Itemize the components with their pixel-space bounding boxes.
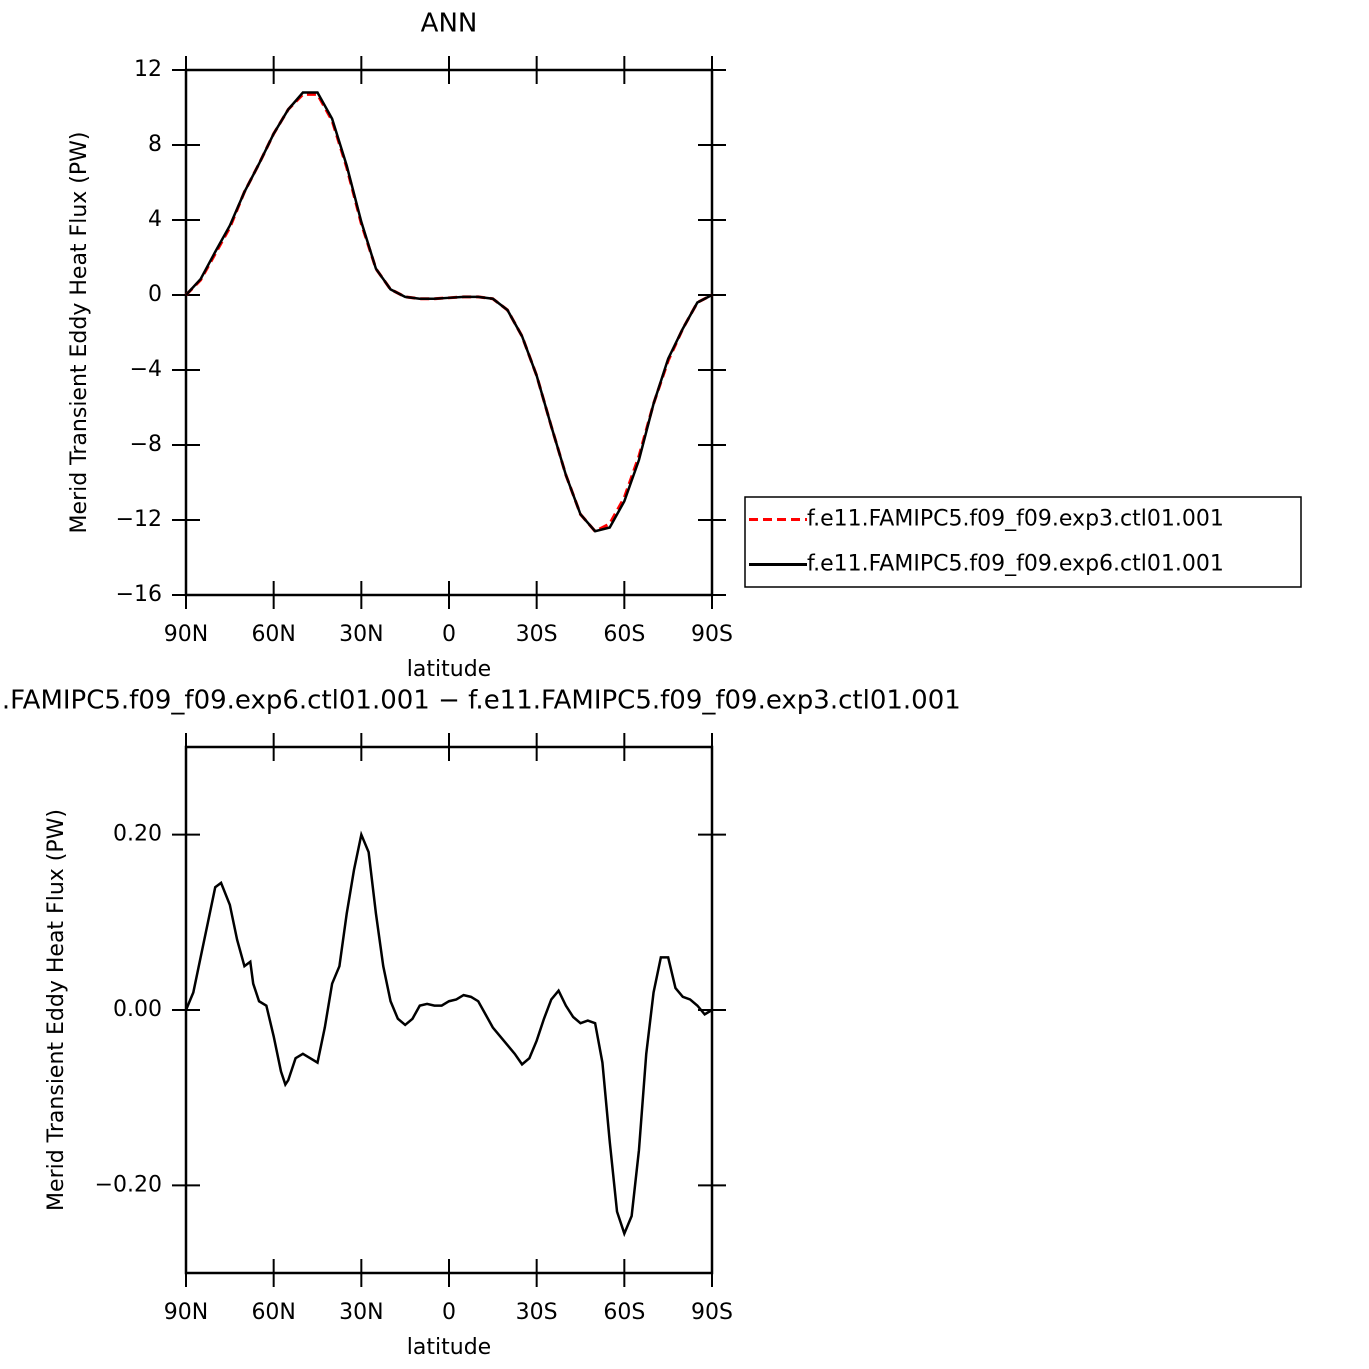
data-line (185, 91, 713, 533)
y-axis-label: Merid Transient Eddy Heat Flux (PW) (44, 809, 69, 1211)
y-tick-label: −16 (116, 582, 162, 607)
x-tick-label: 60S (603, 622, 645, 647)
x-axis-label: latitude (407, 657, 491, 682)
y-tick-label: −8 (130, 432, 162, 457)
y-tick-label: 0 (148, 282, 162, 307)
y-tick-label: −12 (116, 507, 162, 532)
x-tick-label: 30S (516, 622, 558, 647)
x-tick-label: 60N (251, 622, 295, 647)
y-tick-label: 8 (148, 132, 162, 157)
y-tick-label: 0.20 (113, 822, 162, 847)
y-tick-label: 4 (148, 207, 162, 232)
x-tick-label: 90S (691, 1300, 733, 1325)
x-tick-label: 0 (442, 622, 456, 647)
legend-label: f.e11.FAMIPC5.f09_f09.exp6.ctl01.001 (807, 552, 1224, 577)
x-tick-label: 30N (339, 622, 383, 647)
chart-title: f.e11.FAMIPC5.f09_f09.exp6.ctl01.001 − f… (0, 686, 961, 716)
y-tick-label: −4 (130, 357, 162, 382)
y-tick-label: 12 (134, 57, 162, 82)
x-axis-label: latitude (407, 1335, 491, 1360)
legend-box (744, 496, 1302, 588)
y-tick-label: −0.20 (95, 1172, 162, 1197)
x-tick-label: 0 (442, 1300, 456, 1325)
data-line (184, 92, 713, 534)
y-tick-label: 0.00 (113, 997, 162, 1022)
x-tick-label: 30S (516, 1300, 558, 1325)
x-tick-label: 60S (603, 1300, 645, 1325)
x-tick-label: 60N (251, 1300, 295, 1325)
plot-frame (184, 68, 714, 597)
x-tick-label: 90S (691, 622, 733, 647)
y-axis-label: Merid Transient Eddy Heat Flux (PW) (67, 132, 92, 534)
data-line (184, 830, 713, 1238)
x-tick-label: 90N (164, 1300, 208, 1325)
legend-label: f.e11.FAMIPC5.f09_f09.exp3.ctl01.001 (807, 507, 1224, 532)
x-tick-label: 90N (164, 622, 208, 647)
chart-title: ANN (421, 9, 478, 39)
x-tick-label: 30N (339, 1300, 383, 1325)
